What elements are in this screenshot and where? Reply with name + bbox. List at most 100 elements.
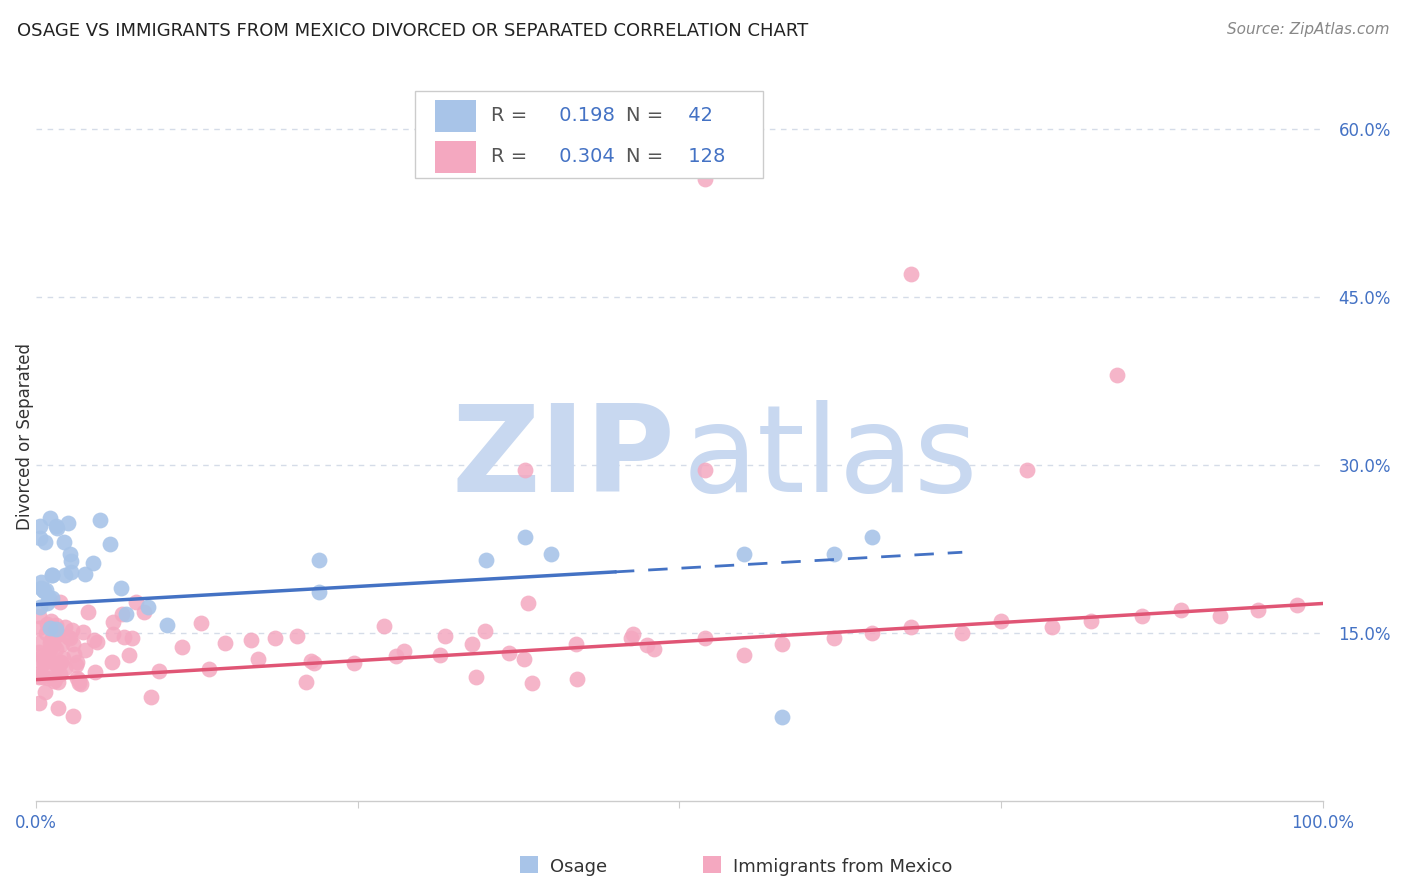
Point	[45, 618, 67, 632]
Point	[65, 657, 87, 672]
Point	[190, 616, 212, 631]
Point	[59, 547, 82, 561]
Text: 128: 128	[682, 147, 725, 166]
Point	[27, 636, 49, 650]
Point	[84, 665, 107, 680]
Y-axis label: Divorced or Separated: Divorced or Separated	[15, 343, 34, 530]
Point	[32, 670, 55, 684]
Point	[512, 652, 534, 666]
Point	[101, 615, 124, 629]
Point	[46, 701, 69, 715]
Point	[83, 633, 105, 648]
Point	[35, 625, 58, 640]
Point	[37, 648, 59, 662]
Point	[72, 625, 94, 640]
Point	[823, 631, 845, 645]
Point	[98, 537, 121, 551]
Point	[620, 632, 643, 646]
Point	[308, 553, 330, 567]
Text: R =: R =	[491, 147, 527, 166]
Point	[39, 640, 62, 655]
Point	[34, 656, 56, 670]
FancyBboxPatch shape	[434, 141, 477, 173]
Text: N =: N =	[627, 147, 664, 166]
Text: atlas: atlas	[683, 401, 979, 517]
Point	[46, 627, 69, 641]
Point	[693, 463, 716, 477]
Point	[42, 637, 65, 651]
Point	[264, 631, 287, 645]
Point	[474, 624, 496, 638]
Point	[66, 655, 89, 669]
Point	[45, 659, 67, 673]
Point	[540, 547, 562, 561]
Point	[66, 671, 89, 685]
Point	[214, 636, 236, 650]
Point	[693, 631, 716, 645]
Point	[39, 635, 62, 649]
Point	[42, 631, 65, 645]
FancyBboxPatch shape	[416, 91, 763, 178]
Point	[433, 629, 456, 643]
Point	[30, 575, 52, 590]
Point	[623, 627, 645, 641]
Point	[44, 673, 66, 687]
Point	[115, 607, 138, 621]
Point	[48, 666, 70, 681]
Point	[1080, 615, 1102, 629]
Point	[101, 656, 124, 670]
Point	[53, 619, 76, 633]
Point	[643, 642, 665, 657]
Point	[139, 690, 162, 704]
Point	[770, 637, 793, 651]
Point	[67, 676, 90, 690]
Point	[52, 651, 75, 665]
Point	[1132, 608, 1154, 623]
Point	[27, 696, 49, 710]
Point	[121, 631, 143, 645]
Point	[69, 673, 91, 688]
Point	[1247, 603, 1270, 617]
Point	[28, 519, 51, 533]
Point	[45, 521, 67, 535]
Point	[45, 519, 67, 533]
Point	[198, 661, 221, 675]
Point	[32, 651, 55, 665]
Point	[55, 660, 77, 674]
Point	[37, 672, 59, 686]
Point	[384, 648, 406, 663]
Point	[38, 511, 60, 525]
Point	[461, 637, 484, 651]
Point	[42, 662, 65, 676]
Point	[770, 709, 793, 723]
Text: ZIP: ZIP	[451, 401, 675, 517]
Point	[44, 674, 66, 689]
Point	[34, 534, 56, 549]
Point	[475, 553, 498, 567]
Point	[35, 616, 58, 631]
Text: Osage: Osage	[550, 858, 607, 876]
Text: 0.304: 0.304	[553, 147, 614, 166]
Point	[69, 676, 91, 690]
Point	[567, 672, 589, 686]
Text: N =: N =	[627, 106, 664, 125]
Point	[636, 638, 658, 652]
Point	[1285, 598, 1308, 612]
Point	[860, 625, 883, 640]
Point	[89, 513, 111, 527]
Point	[1040, 620, 1063, 634]
Point	[513, 531, 536, 545]
Point	[45, 628, 67, 642]
Point	[733, 547, 755, 561]
Point	[42, 624, 65, 638]
Point	[693, 172, 716, 186]
Point	[118, 648, 141, 662]
Point	[295, 674, 318, 689]
Point	[39, 614, 62, 628]
Point	[900, 268, 922, 282]
Text: Source: ZipAtlas.com: Source: ZipAtlas.com	[1226, 22, 1389, 37]
Point	[27, 645, 49, 659]
Point	[31, 582, 53, 597]
Point	[28, 531, 51, 545]
Point	[45, 657, 67, 672]
